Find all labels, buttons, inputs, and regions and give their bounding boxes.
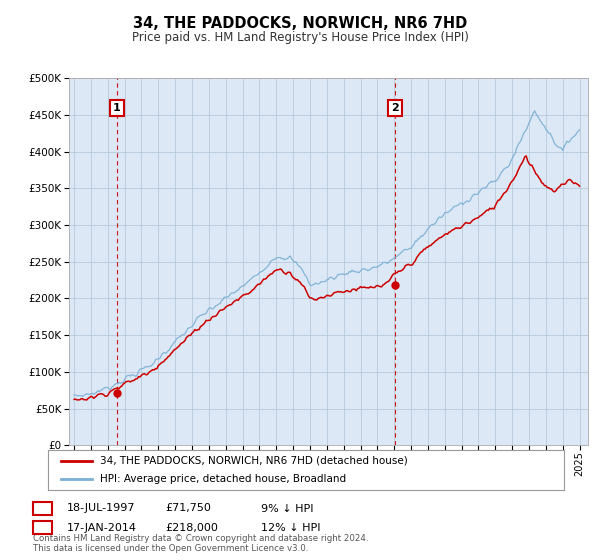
Text: £218,000: £218,000 (165, 522, 218, 533)
Text: Price paid vs. HM Land Registry's House Price Index (HPI): Price paid vs. HM Land Registry's House … (131, 31, 469, 44)
Text: 9% ↓ HPI: 9% ↓ HPI (261, 503, 314, 514)
Text: 12% ↓ HPI: 12% ↓ HPI (261, 522, 320, 533)
Text: 34, THE PADDOCKS, NORWICH, NR6 7HD: 34, THE PADDOCKS, NORWICH, NR6 7HD (133, 16, 467, 31)
Text: £71,750: £71,750 (165, 503, 211, 514)
Text: 2: 2 (391, 102, 399, 113)
Text: Contains HM Land Registry data © Crown copyright and database right 2024.
This d: Contains HM Land Registry data © Crown c… (33, 534, 368, 553)
Text: 18-JUL-1997: 18-JUL-1997 (67, 503, 136, 514)
Text: 17-JAN-2014: 17-JAN-2014 (67, 522, 137, 533)
Text: 1: 1 (39, 503, 46, 514)
Text: HPI: Average price, detached house, Broadland: HPI: Average price, detached house, Broa… (100, 474, 346, 484)
Text: 2: 2 (39, 522, 46, 533)
Text: 1: 1 (113, 102, 121, 113)
Text: 34, THE PADDOCKS, NORWICH, NR6 7HD (detached house): 34, THE PADDOCKS, NORWICH, NR6 7HD (deta… (100, 456, 407, 465)
